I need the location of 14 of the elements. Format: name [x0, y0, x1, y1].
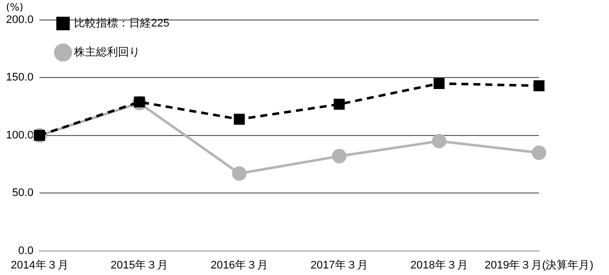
y-tick-label: 150.0 — [6, 72, 34, 84]
legend-label: 比較指標：日経225 — [74, 16, 170, 30]
y-tick-label: 200.0 — [6, 14, 34, 26]
x-tick-label: 2017年３月 — [310, 259, 368, 272]
y-tick-label: 50.0 — [12, 187, 34, 200]
legend-label: 株主総利回り — [73, 46, 140, 59]
x-tick-label: 2019年３月(決算年月) — [484, 258, 594, 272]
x-tick-label: 2015年３月 — [110, 259, 168, 272]
x-tick-label: 2016年３月 — [210, 259, 268, 272]
y-tick-label: 0.0 — [18, 244, 34, 257]
y-tick-label: 100.0 — [6, 129, 34, 142]
x-tick-label: 2018年３月 — [410, 259, 468, 272]
y-axis-title: (%) — [6, 2, 24, 14]
x-tick-label: 2014年３月 — [10, 259, 68, 272]
